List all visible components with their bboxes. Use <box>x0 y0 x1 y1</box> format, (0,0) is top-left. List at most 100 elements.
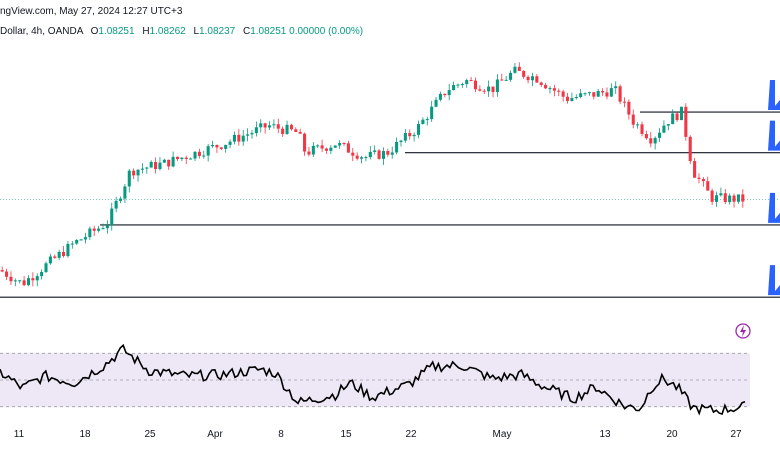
candle <box>110 202 114 231</box>
candle <box>105 220 109 234</box>
candle <box>123 183 127 203</box>
candle-body <box>491 86 495 93</box>
candle-body <box>438 93 442 100</box>
candle <box>622 97 627 108</box>
arrow-marker-icon <box>768 80 780 111</box>
candle-body <box>741 194 745 202</box>
candle <box>44 261 48 274</box>
candle <box>83 232 87 244</box>
candle <box>272 119 276 129</box>
candle <box>202 150 206 159</box>
candle <box>574 94 578 100</box>
candle-body <box>688 136 692 162</box>
x-tick-label: 8 <box>278 429 284 440</box>
candle <box>228 139 232 149</box>
candle-body <box>395 142 399 153</box>
candle-body <box>171 156 175 167</box>
candle <box>224 144 228 153</box>
candle-body <box>355 155 359 159</box>
candle <box>285 120 289 135</box>
candle-body <box>509 72 513 80</box>
candle <box>114 196 118 213</box>
candle-body <box>57 251 61 258</box>
candle <box>425 116 429 126</box>
candle-body <box>346 143 350 153</box>
candle-body <box>522 70 526 77</box>
candle <box>526 75 530 84</box>
candle-body <box>13 280 17 282</box>
candle-body <box>526 76 530 81</box>
candle <box>346 140 350 153</box>
candle <box>197 148 201 159</box>
candle-body <box>631 114 635 125</box>
candle <box>636 122 640 129</box>
candle-body <box>175 156 180 160</box>
candle-body <box>35 276 39 281</box>
candle-body <box>539 82 543 85</box>
close-label: C <box>242 26 251 37</box>
candle <box>5 268 9 281</box>
x-tick-label: May <box>493 429 512 440</box>
candle <box>587 91 591 96</box>
candle-body <box>653 137 657 144</box>
candle-body <box>679 106 683 121</box>
candle <box>671 109 675 125</box>
candle <box>714 191 719 207</box>
candle-body <box>495 79 499 93</box>
candle-body <box>596 91 600 97</box>
candle-body <box>215 144 219 148</box>
candle-body <box>44 263 48 272</box>
x-tick-label: 13 <box>599 429 611 440</box>
candle <box>535 74 539 84</box>
candle <box>473 77 478 93</box>
x-tick-label: 25 <box>144 429 156 440</box>
open-label: O <box>90 26 99 37</box>
candle-body <box>145 167 149 169</box>
candle <box>513 63 517 74</box>
candle-body <box>412 134 416 137</box>
candle <box>211 140 215 148</box>
candle <box>167 159 171 170</box>
symbol-info: Dollar, 4h, OANDA <box>0 26 83 37</box>
candle <box>48 253 52 265</box>
candle-body <box>517 66 521 71</box>
candle <box>338 140 342 149</box>
candle <box>215 144 219 153</box>
candle-body <box>368 151 372 158</box>
candle-body <box>219 147 223 149</box>
x-tick-label: 27 <box>730 429 742 440</box>
candle <box>478 85 482 92</box>
candle <box>631 109 635 129</box>
candle-body <box>276 124 280 129</box>
candle-body <box>587 92 591 94</box>
candle <box>609 83 613 98</box>
candle-body <box>40 271 44 277</box>
candle <box>298 128 302 134</box>
candle <box>416 120 421 139</box>
candle <box>452 81 456 91</box>
candle-body <box>307 151 311 155</box>
candle <box>145 166 149 174</box>
candle <box>557 88 561 97</box>
candle-body <box>434 99 438 107</box>
candle <box>517 62 521 72</box>
candle <box>430 100 434 122</box>
candle-body <box>316 145 320 147</box>
candle-body <box>583 93 587 95</box>
candle <box>530 72 534 87</box>
candle-body <box>614 86 618 89</box>
candle-body <box>228 141 232 145</box>
candle-body <box>241 135 245 142</box>
candle <box>281 126 285 137</box>
candle-body <box>701 178 705 182</box>
candle-body <box>693 161 697 178</box>
x-tick-label: 22 <box>405 429 417 440</box>
candle-body <box>267 125 272 128</box>
candle <box>583 92 587 97</box>
candle-body <box>443 93 447 96</box>
candle <box>693 157 697 178</box>
candle <box>539 81 543 88</box>
flash-icon[interactable] <box>735 323 751 339</box>
candle-body <box>250 133 254 135</box>
